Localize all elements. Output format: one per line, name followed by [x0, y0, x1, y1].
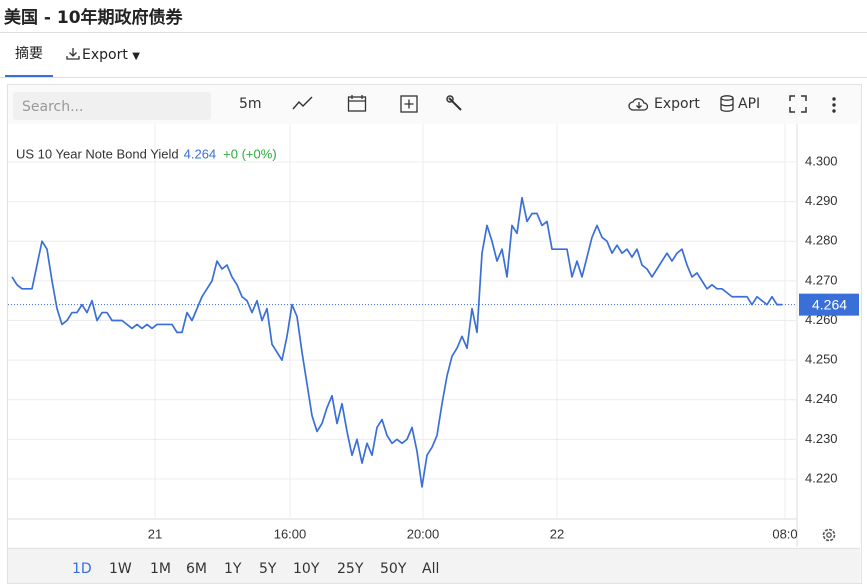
search-box[interactable]: Search... — [13, 92, 211, 120]
range-button[interactable]: 10Y — [293, 561, 320, 577]
export-button[interactable]: Export — [654, 96, 700, 112]
cloud-icon — [628, 98, 649, 111]
range-button[interactable]: 1Y — [224, 561, 242, 577]
chart-widget — [7, 84, 862, 584]
range-bar — [8, 548, 860, 583]
range-button[interactable]: All — [422, 561, 440, 577]
export-label: Export — [82, 47, 128, 63]
export-menu[interactable]: Export ▼ — [66, 33, 140, 77]
page-title: 美国 - 10年期政府债券 — [4, 8, 183, 28]
fullscreen-icon[interactable] — [789, 95, 807, 113]
caret: ▼ — [132, 51, 140, 62]
range-button[interactable]: 6M — [186, 561, 207, 577]
range-button[interactable]: 50Y — [380, 561, 407, 577]
range-button[interactable]: 5Y — [259, 561, 277, 577]
settings-wrench-icon[interactable] — [446, 95, 464, 113]
range-button[interactable]: 1W — [109, 561, 132, 577]
chart-type-icon[interactable] — [292, 95, 314, 111]
divider — [0, 32, 867, 33]
tab-bar — [0, 33, 867, 78]
tab[interactable]: 摘要 — [5, 33, 53, 77]
download-icon — [66, 48, 80, 60]
database-icon — [720, 95, 734, 112]
range-button[interactable]: 1D — [72, 561, 92, 577]
api-button[interactable]: API — [738, 96, 761, 112]
range-button[interactable]: 25Y — [337, 561, 364, 577]
interval-button[interactable]: 5m — [239, 96, 262, 112]
range-button[interactable]: 1M — [150, 561, 171, 577]
more-icon[interactable] — [831, 96, 837, 114]
calendar-icon[interactable] — [347, 94, 367, 112]
add-icon[interactable] — [400, 95, 418, 113]
